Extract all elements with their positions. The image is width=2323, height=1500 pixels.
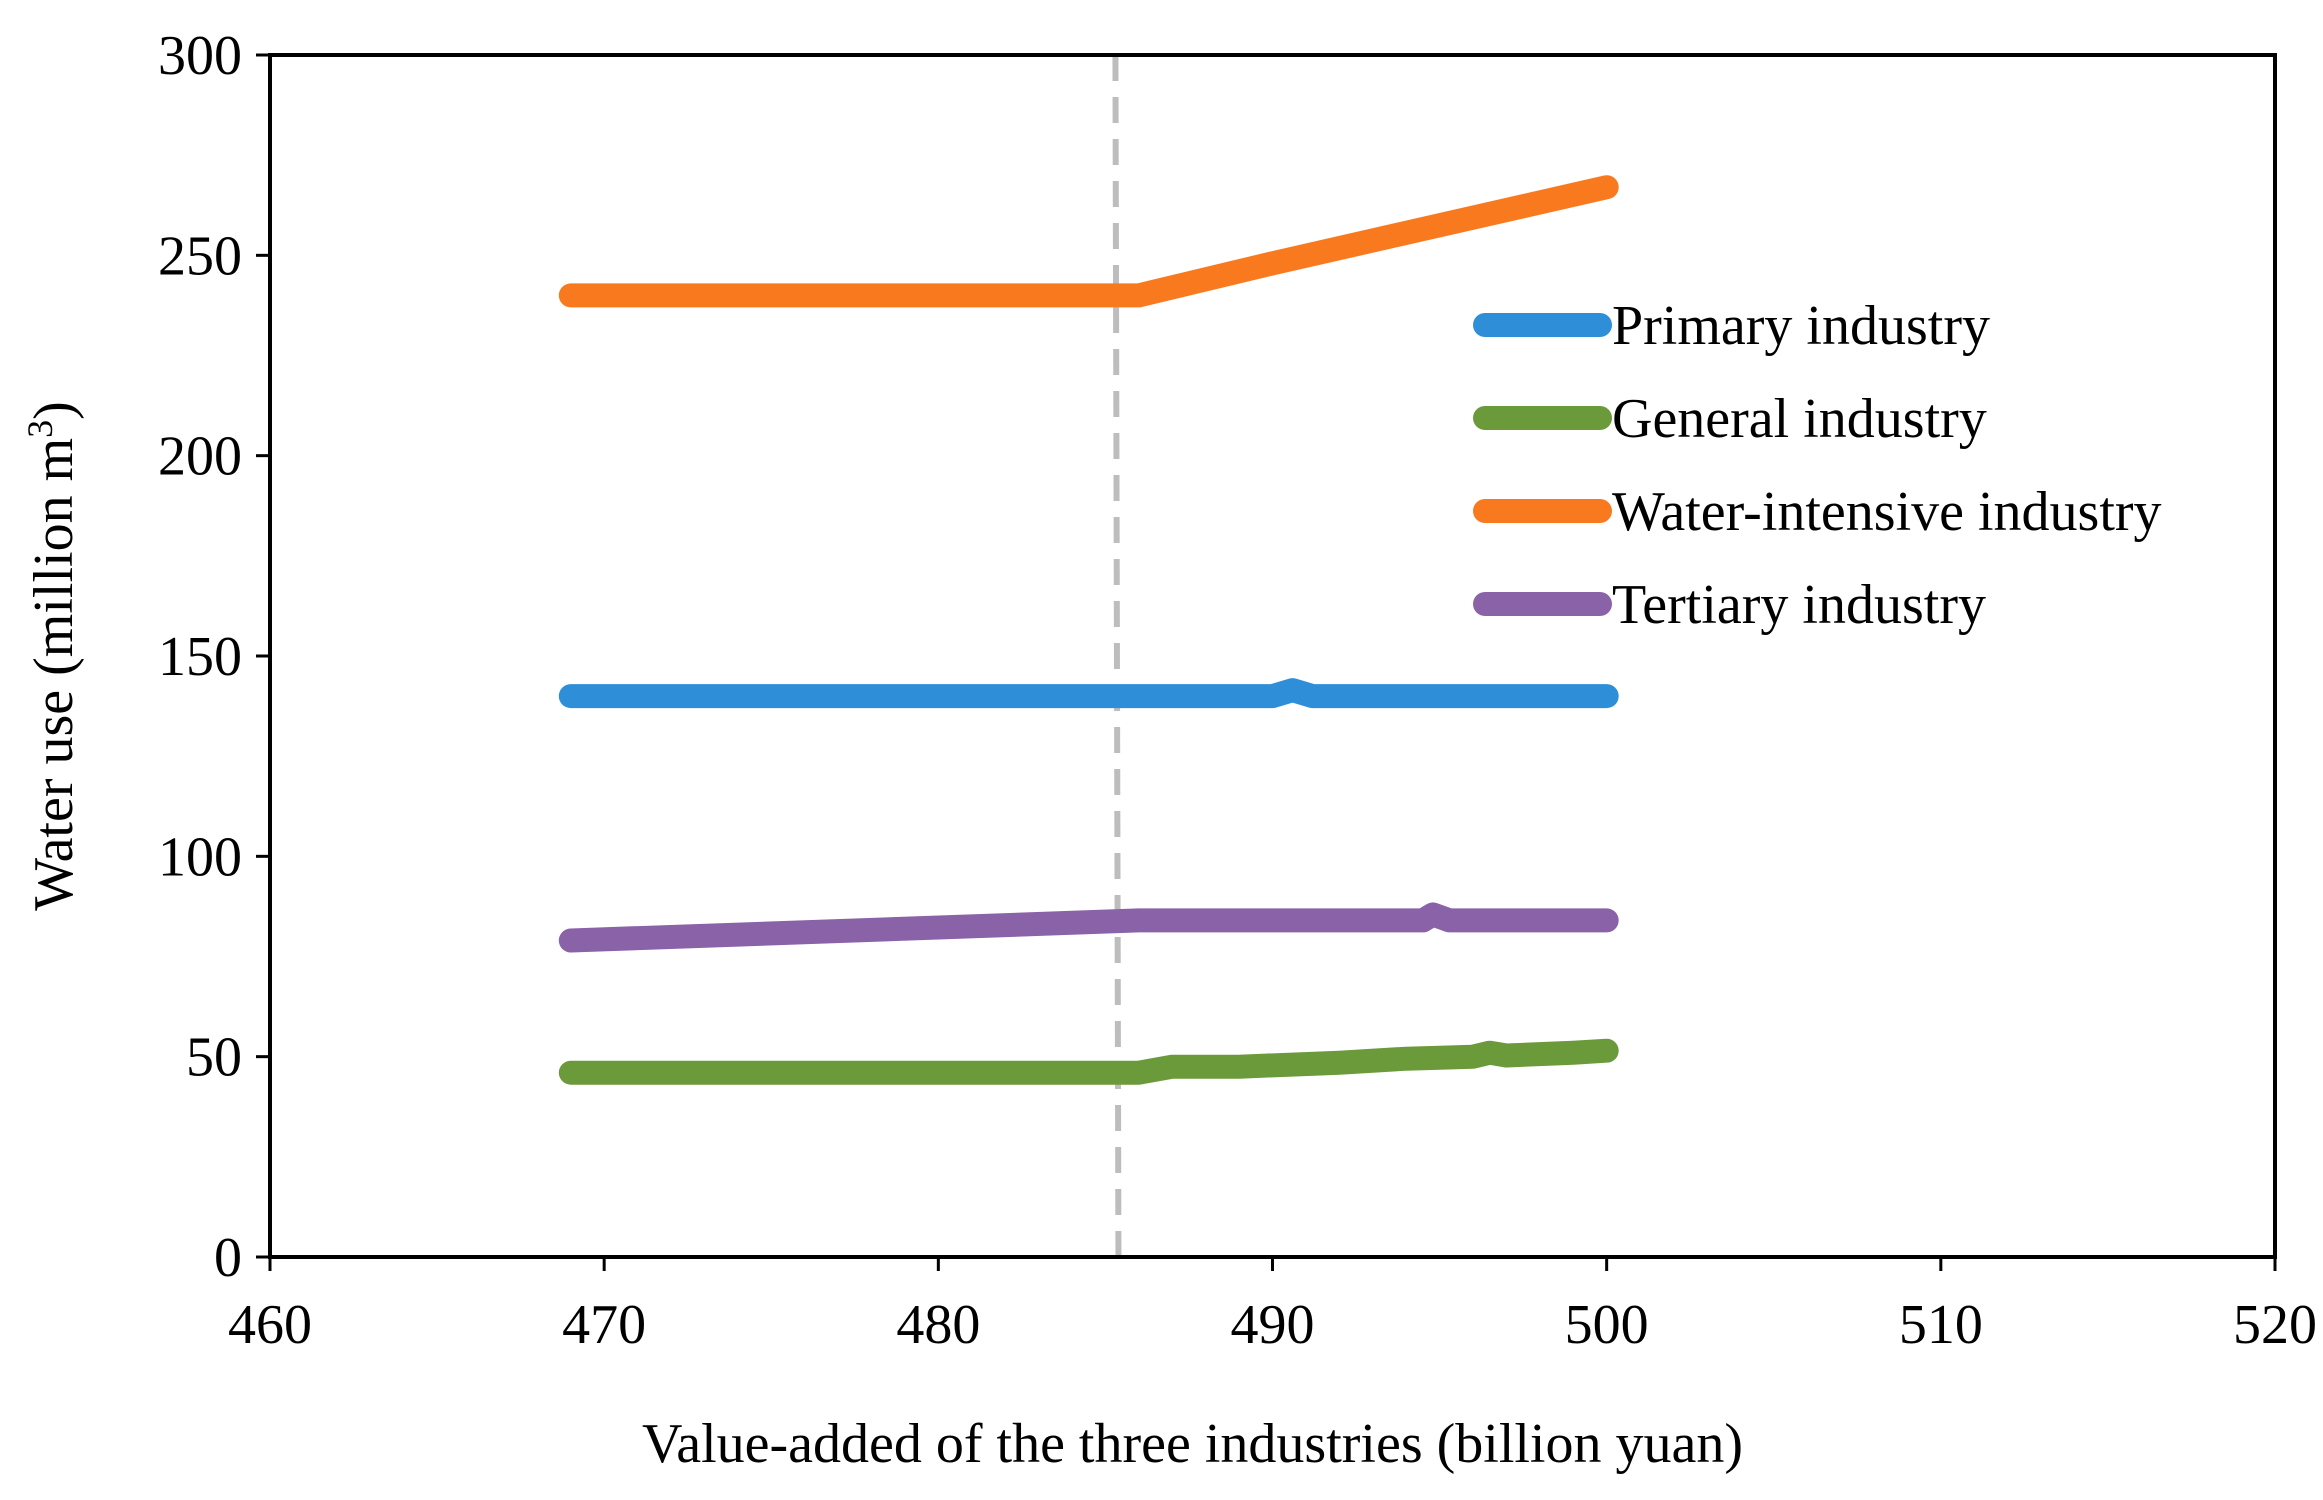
y-axis-ticks: 0 50 100 150 200 250 300 [158, 25, 270, 1289]
y-tick-label: 50 [186, 1027, 242, 1089]
x-tick-label: 500 [1565, 1294, 1649, 1356]
y-axis-label-main: Water use (million m [23, 438, 85, 911]
legend-label: Tertiary industry [1612, 574, 1986, 636]
x-axis-label: Value-added of the three industries (bil… [642, 1413, 1743, 1475]
y-axis-label-close: ) [23, 401, 85, 420]
y-tick-label: 200 [158, 426, 242, 488]
legend-label: General industry [1612, 388, 1987, 450]
x-tick-label: 480 [896, 1294, 980, 1356]
x-axis-ticks: 460 470 480 490 500 510 520 [228, 1257, 2317, 1356]
x-tick-label: 510 [1899, 1294, 1983, 1356]
legend-label: Water-intensive industry [1612, 481, 2162, 543]
legend-label: Primary industry [1612, 295, 1990, 357]
y-axis-label-superscript: 3 [20, 420, 60, 438]
y-axis-label: Water use (million m3) [20, 401, 85, 911]
y-tick-label: 100 [158, 826, 242, 888]
series-line-1 [558, 678, 1619, 709]
y-tick-label: 150 [158, 626, 242, 688]
x-tick-label: 460 [228, 1294, 312, 1356]
x-tick-label: 520 [2233, 1294, 2317, 1356]
series-line-4 [558, 902, 1619, 953]
reference-line [1112, 54, 1122, 1258]
y-tick-label: 0 [214, 1227, 242, 1289]
series-line-3 [558, 175, 1619, 308]
y-tick-label: 250 [158, 225, 242, 287]
series-line-2 [558, 1038, 1619, 1085]
series-lines [558, 175, 1619, 1085]
y-tick-label: 300 [158, 25, 242, 87]
legend: Primary industry General industry Water-in… [1473, 295, 2162, 636]
x-tick-label: 470 [562, 1294, 646, 1356]
x-tick-label: 490 [1231, 1294, 1315, 1356]
